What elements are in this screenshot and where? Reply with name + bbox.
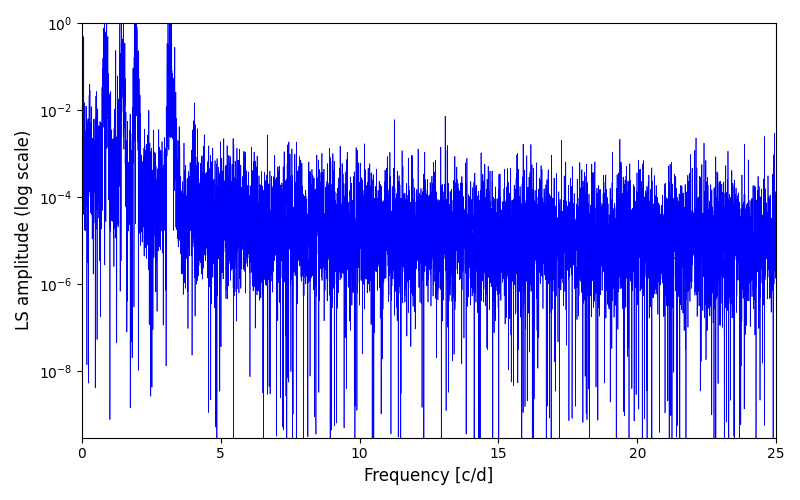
Y-axis label: LS amplitude (log scale): LS amplitude (log scale) xyxy=(15,130,33,330)
X-axis label: Frequency [c/d]: Frequency [c/d] xyxy=(364,467,494,485)
